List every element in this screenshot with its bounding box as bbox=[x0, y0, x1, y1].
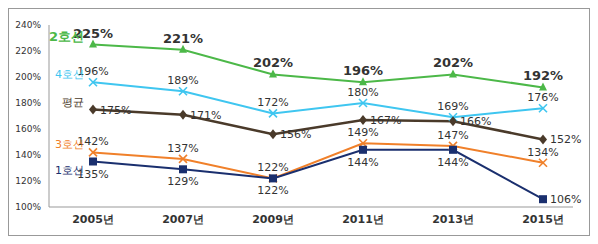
svg-text:106%: 106% bbox=[550, 193, 581, 206]
svg-text:129%: 129% bbox=[167, 175, 198, 188]
svg-text:2005년: 2005년 bbox=[72, 213, 114, 226]
svg-text:196%: 196% bbox=[343, 63, 383, 78]
svg-text:166%: 166% bbox=[460, 115, 491, 128]
svg-text:176%: 176% bbox=[527, 91, 558, 104]
svg-text:160%: 160% bbox=[15, 124, 41, 134]
svg-text:169%: 169% bbox=[437, 100, 468, 113]
svg-text:134%: 134% bbox=[527, 146, 558, 159]
svg-text:144%: 144% bbox=[347, 156, 378, 169]
svg-text:149%: 149% bbox=[347, 126, 378, 139]
svg-text:137%: 137% bbox=[167, 142, 198, 155]
svg-text:152%: 152% bbox=[550, 133, 581, 146]
svg-text:192%: 192% bbox=[523, 68, 563, 83]
svg-text:122%: 122% bbox=[257, 184, 288, 197]
svg-text:240%: 240% bbox=[15, 20, 41, 30]
svg-text:175%: 175% bbox=[100, 104, 131, 117]
svg-text:180%: 180% bbox=[347, 86, 378, 99]
svg-text:196%: 196% bbox=[77, 65, 109, 79]
svg-text:1호선: 1호선 bbox=[55, 164, 84, 177]
svg-text:135%: 135% bbox=[77, 167, 109, 181]
svg-text:122%: 122% bbox=[257, 161, 288, 174]
svg-text:167%: 167% bbox=[370, 114, 401, 127]
svg-text:120%: 120% bbox=[15, 176, 41, 186]
svg-text:2011년: 2011년 bbox=[342, 213, 384, 226]
svg-text:2호선: 2호선 bbox=[49, 29, 84, 44]
svg-text:140%: 140% bbox=[15, 150, 41, 160]
svg-text:100%: 100% bbox=[15, 202, 41, 212]
svg-text:180%: 180% bbox=[15, 98, 41, 108]
svg-text:2007년: 2007년 bbox=[162, 213, 204, 226]
svg-text:2015년: 2015년 bbox=[522, 213, 564, 226]
svg-text:220%: 220% bbox=[15, 46, 41, 56]
svg-text:172%: 172% bbox=[257, 96, 288, 109]
svg-text:189%: 189% bbox=[167, 74, 198, 87]
svg-text:2013년: 2013년 bbox=[432, 213, 474, 226]
svg-text:225%: 225% bbox=[72, 25, 114, 41]
svg-text:3호선: 3호선 bbox=[55, 138, 84, 151]
svg-text:4호선: 4호선 bbox=[55, 68, 84, 81]
svg-text:202%: 202% bbox=[253, 55, 293, 70]
svg-text:156%: 156% bbox=[280, 128, 311, 141]
svg-text:200%: 200% bbox=[15, 72, 41, 82]
svg-text:평균: 평균 bbox=[62, 96, 84, 109]
svg-text:202%: 202% bbox=[433, 55, 473, 70]
svg-text:171%: 171% bbox=[190, 109, 221, 122]
svg-text:142%: 142% bbox=[77, 135, 109, 149]
svg-text:147%: 147% bbox=[437, 129, 468, 142]
svg-text:221%: 221% bbox=[163, 31, 203, 46]
svg-text:144%: 144% bbox=[437, 156, 468, 169]
svg-text:2009년: 2009년 bbox=[252, 213, 294, 226]
